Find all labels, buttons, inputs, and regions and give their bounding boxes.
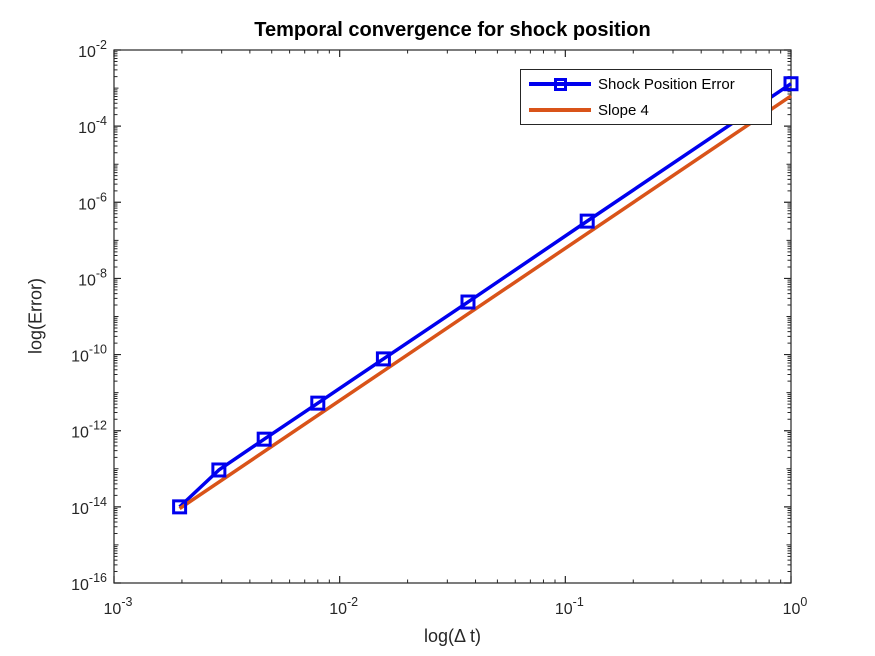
legend-line-sample [529,98,591,122]
legend-line-icon [529,108,591,112]
square-marker-icon [310,395,326,411]
svg-text:10-8: 10-8 [78,266,107,289]
svg-text:10-3: 10-3 [104,595,133,618]
svg-text:10-10: 10-10 [71,343,107,366]
legend-item-slope-4: Slope 4 [521,98,771,122]
square-marker-icon [256,431,272,447]
series-line-slope-4 [178,94,792,511]
svg-text:10-12: 10-12 [71,419,107,442]
decade-minor-ticks [114,87,791,546]
square-marker-icon [783,76,799,92]
legend-square-marker-icon [553,77,567,91]
x-axis-label: log(Δ t) [423,626,482,646]
svg-text:10-16: 10-16 [71,571,107,594]
plot-border [113,49,792,584]
legend: Shock Position Error Slope 4 [520,69,772,125]
svg-text:10-6: 10-6 [78,190,107,213]
legend-line-icon [529,82,591,86]
y-axis-label: log(Error) [25,277,46,355]
y-tick-labels: 10-2 10-4 10-6 10-8 10-10 10-12 10-14 10-16 [71,38,107,594]
svg-text:100: 100 [783,595,808,618]
series-line-shock-position-error [178,82,792,509]
svg-text:10-14: 10-14 [71,495,107,518]
series-markers-shock-position-error [172,76,799,515]
chart-title: Temporal convergence for shock position [254,19,651,41]
square-marker-icon [460,294,476,310]
square-marker-icon [375,351,391,367]
major-ticks [113,49,792,584]
svg-text:10-4: 10-4 [78,114,107,137]
square-marker-icon [172,499,188,515]
x-tick-labels: 10-3 10-2 10-1 100 [104,595,808,618]
svg-text:10-2: 10-2 [78,38,107,61]
legend-item-shock-position-error: Shock Position Error [521,72,771,96]
legend-label: Slope 4 [598,101,649,119]
svg-text:10-1: 10-1 [555,595,584,618]
square-marker-icon [579,213,595,229]
minor-ticks [114,50,791,583]
square-marker-icon [211,462,227,478]
legend-line-sample [529,72,591,96]
legend-label: Shock Position Error [598,75,735,93]
svg-text:10-2: 10-2 [329,595,358,618]
